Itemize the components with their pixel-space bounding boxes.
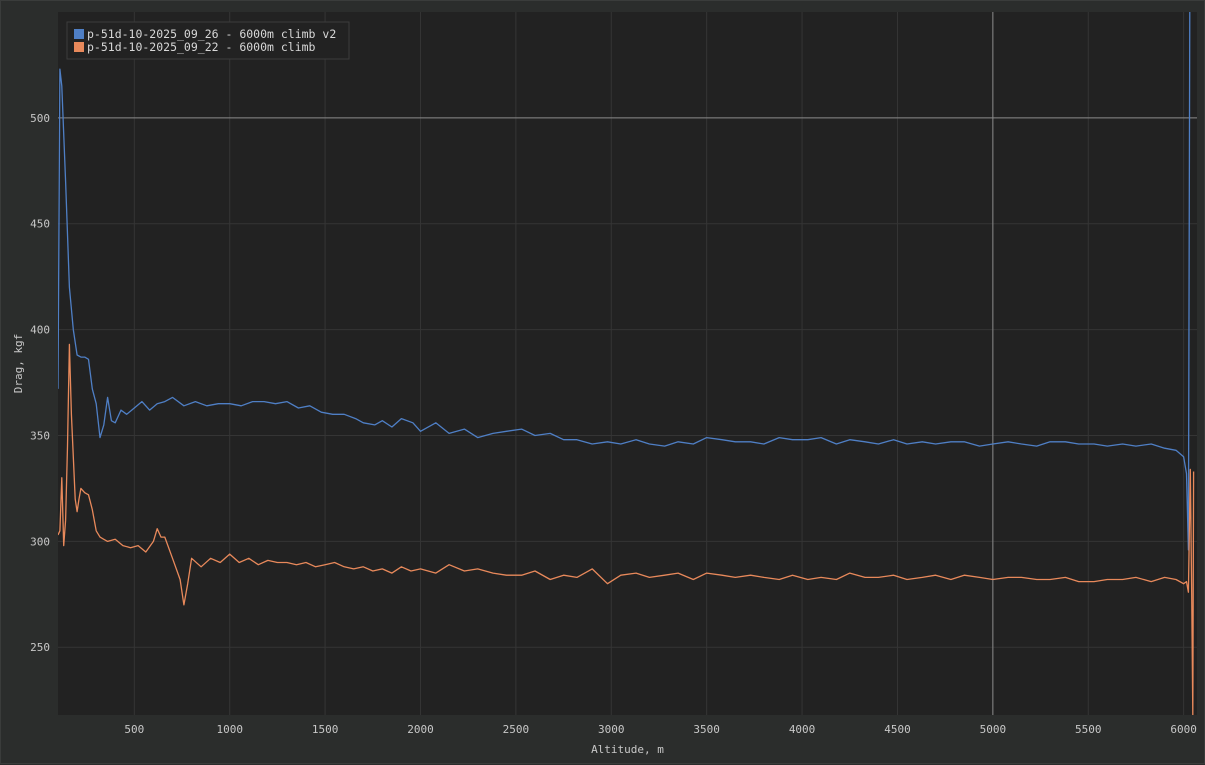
series-lines: [58, 12, 1195, 715]
legend-items: p-51d-10-2025_09_26 - 6000m climb v2p-51…: [74, 27, 336, 54]
x-tick-label: 3000: [598, 723, 625, 736]
legend[interactable]: p-51d-10-2025_09_26 - 6000m climb v2p-51…: [66, 21, 350, 60]
x-tick-label: 4000: [789, 723, 816, 736]
legend-label-2: p-51d-10-2025_09_22 - 6000m climb: [87, 40, 316, 54]
x-tick-label: 2500: [503, 723, 530, 736]
plot-area[interactable]: [58, 12, 1197, 715]
x-tick-label: 2000: [407, 723, 434, 736]
series-line-1: [58, 12, 1191, 551]
legend-swatch-1: [74, 29, 84, 39]
y-tick-label: 400: [30, 324, 50, 337]
x-tick-label: 1000: [216, 723, 243, 736]
y-tick-label: 250: [30, 641, 50, 654]
x-tick-label: 5000: [980, 723, 1007, 736]
x-tick-label: 4500: [884, 723, 911, 736]
x-tick-label: 5500: [1075, 723, 1102, 736]
y-axis-ticks: 250 300 350 400 450 500: [30, 112, 50, 654]
crosshair-cursor: [58, 12, 1197, 715]
x-axis-label: Altitude, m: [591, 743, 664, 756]
x-axis-ticks: 500 1000 1500 2000 2500 3000 3500 4000 4500 5000 5…: [124, 723, 1197, 736]
x-tick-label: 500: [124, 723, 144, 736]
x-tick-label: 3500: [693, 723, 720, 736]
y-axis-label: Drag, kgf: [12, 334, 25, 394]
legend-swatch-2: [74, 42, 84, 52]
y-tick-label: 500: [30, 112, 50, 125]
legend-label-1: p-51d-10-2025_09_26 - 6000m climb v2: [87, 27, 336, 41]
legend-box: [66, 21, 350, 60]
x-tick-label: 1500: [312, 723, 339, 736]
x-tick-label: 6000: [1170, 723, 1197, 736]
series-line-2: [58, 343, 1195, 715]
y-tick-label: 450: [30, 218, 50, 231]
y-tick-label: 350: [30, 429, 50, 442]
y-tick-label: 300: [30, 535, 50, 548]
